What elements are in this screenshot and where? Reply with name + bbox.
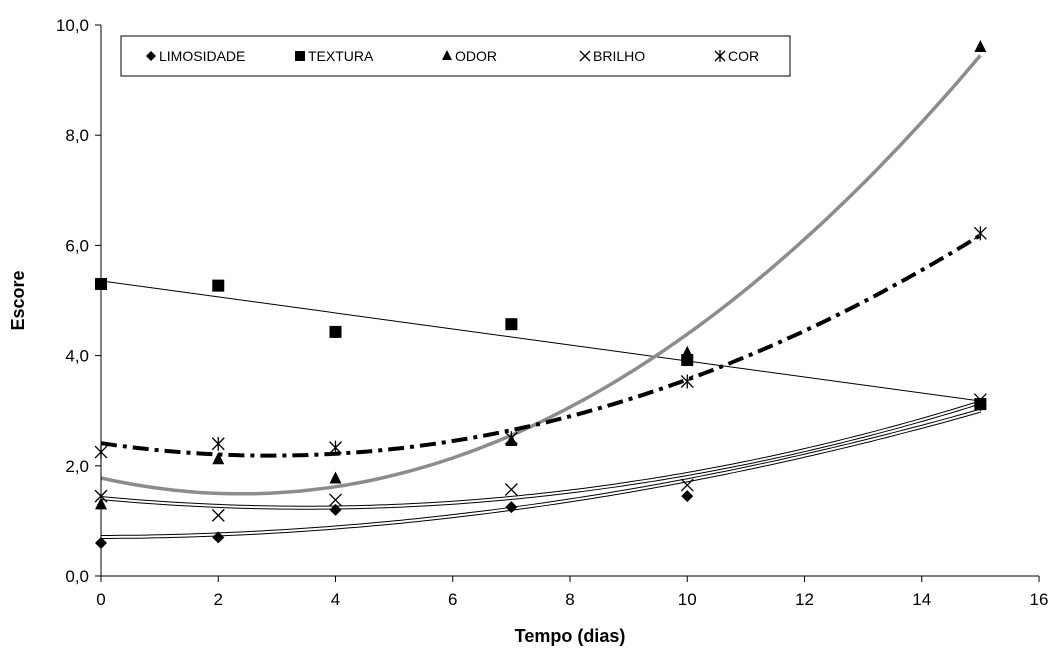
- point-cor: [680, 374, 694, 389]
- trendline-textura: [100, 280, 981, 402]
- point-limosidade: [505, 501, 518, 514]
- point-brilho: [329, 493, 342, 507]
- point-cor: [504, 431, 518, 446]
- x-tick-label: 16: [1030, 590, 1049, 609]
- point-odor: [974, 40, 987, 53]
- legend: LIMOSIDADE TEXTURA ODOR BRILHO COR: [120, 35, 791, 77]
- x-tick-label: 14: [912, 590, 931, 609]
- x-tick-label: 10: [678, 590, 697, 609]
- trendline-brilho-inner: [100, 401, 981, 509]
- y-tick-label: 2,0: [65, 457, 89, 476]
- point-textura: [974, 398, 987, 411]
- trendline-limosidade: [101, 408, 981, 539]
- point-limosidade: [329, 503, 342, 516]
- point-brilho-stroke: [680, 478, 694, 492]
- axes: 0,0 2,0 4,0 6,0 8,0 10,0 0 2 4 6 8 10 12 14 16: [56, 16, 1049, 609]
- legend-label-odor: ODOR: [455, 48, 497, 64]
- point-textura: [329, 325, 342, 338]
- x-tick-label: 2: [214, 590, 223, 609]
- point-odor: [212, 452, 225, 465]
- point-brilho-stroke: [973, 393, 987, 407]
- x-tick-label: 12: [795, 590, 814, 609]
- legend-label-cor: COR: [728, 48, 759, 64]
- point-brilho: [680, 478, 694, 492]
- point-textura: [505, 318, 518, 331]
- y-tick-label: 10,0: [56, 16, 89, 35]
- legend-marker-brilho: [579, 50, 591, 62]
- point-odor: [681, 345, 694, 358]
- point-cor: [329, 440, 342, 455]
- data-markers: [94, 40, 987, 549]
- point-brilho-stroke: [504, 483, 518, 496]
- legend-marker-cor: [714, 50, 726, 62]
- y-axis-title: Escore: [8, 270, 28, 330]
- y-tick-label: 0,0: [65, 567, 89, 586]
- y-tick-label: 4,0: [65, 347, 89, 366]
- point-limosidade: [212, 531, 225, 544]
- x-tick-label: 0: [96, 590, 105, 609]
- legend-marker-textura: [295, 51, 305, 61]
- x-tick-label: 8: [565, 590, 574, 609]
- legend-label-limosidade: LIMOSIDADE: [159, 48, 245, 64]
- y-tick-label: 6,0: [65, 236, 89, 255]
- x-tick-label: 6: [448, 590, 457, 609]
- point-brilho: [504, 483, 518, 496]
- point-textura: [212, 279, 225, 292]
- trendline-limosidade-inner: [101, 409, 981, 538]
- legend-marker-limosidade: [146, 51, 156, 61]
- y-tick-label: 8,0: [65, 126, 89, 145]
- legend-label-textura: TEXTURA: [308, 48, 374, 64]
- legend-marker-odor: [442, 50, 452, 60]
- trendlines: [100, 54, 982, 539]
- legend-box: [120, 35, 791, 77]
- x-tick-label: 4: [331, 590, 340, 609]
- point-cor: [973, 226, 987, 241]
- legend-marker-brilho-stroke: [579, 50, 591, 62]
- point-brilho: [973, 393, 987, 407]
- x-axis-title: Tempo (dias): [515, 626, 626, 646]
- point-brilho: [211, 508, 225, 522]
- point-brilho-stroke: [211, 508, 225, 522]
- trendline-odor: [100, 54, 982, 496]
- point-limosidade: [681, 490, 694, 503]
- legend-label-brilho: BRILHO: [593, 48, 645, 64]
- point-odor: [329, 471, 342, 484]
- point-cor: [211, 436, 225, 451]
- point-brilho-stroke: [329, 493, 342, 507]
